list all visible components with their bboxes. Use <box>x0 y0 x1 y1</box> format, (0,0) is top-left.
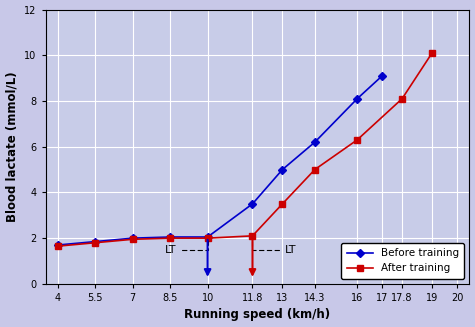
Text: LT: LT <box>165 240 208 255</box>
X-axis label: Running speed (km/h): Running speed (km/h) <box>184 308 331 321</box>
Legend: Before training, After training: Before training, After training <box>342 243 464 279</box>
Y-axis label: Blood lactate (mmol/L): Blood lactate (mmol/L) <box>6 71 19 222</box>
Text: LT: LT <box>253 239 296 255</box>
